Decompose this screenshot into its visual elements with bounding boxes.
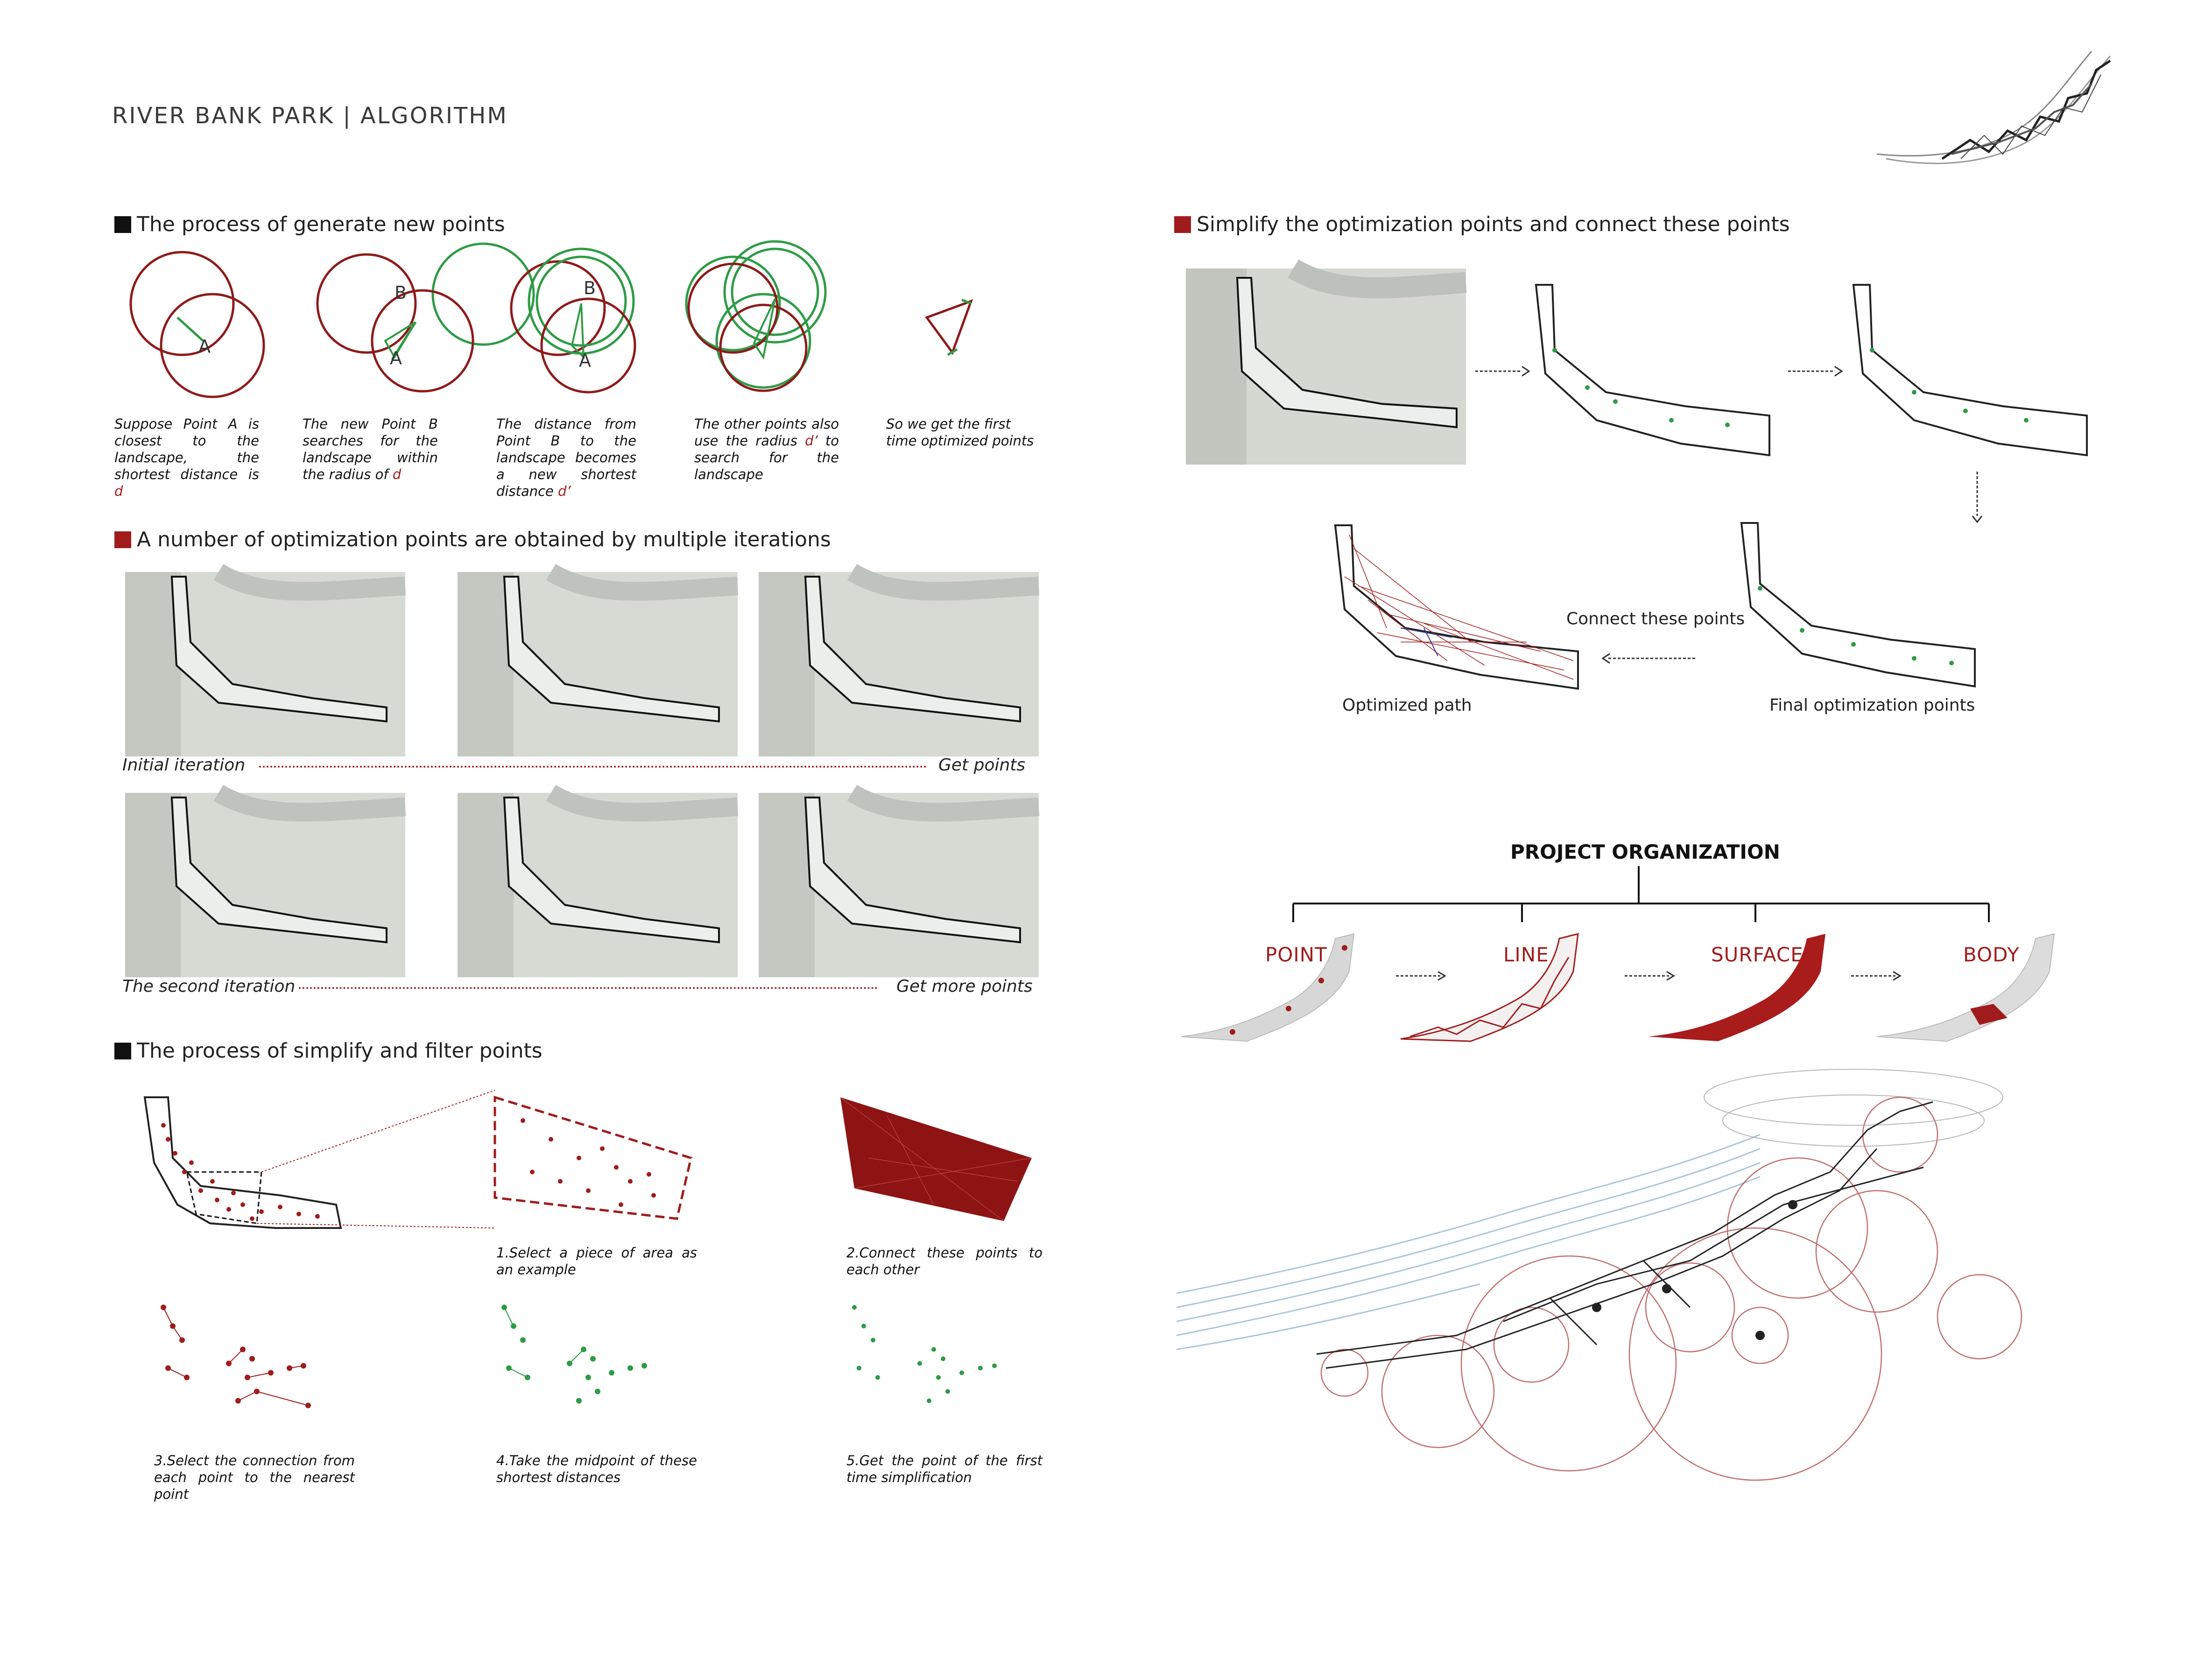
axonometric-site-rendering (1176, 1069, 2022, 1481)
simplify-step-4-caption: 4.Take the midpoint of these shortest di… (496, 1453, 697, 1485)
iteration-row2-right-label: Get more points (896, 977, 1033, 996)
iteration-map-3 (759, 564, 1040, 756)
optimized-path-label: Optimized path (1342, 696, 1472, 715)
org-item-body: BODY (1963, 943, 2020, 966)
iteration-map-2 (458, 564, 739, 756)
arrow-right-1 (1475, 366, 1530, 377)
iteration-row2-dotted-line (299, 987, 878, 989)
site-thumbnail (1876, 51, 2111, 164)
iteration-map-6 (759, 784, 1040, 977)
org-arrow-1 (1396, 971, 1446, 981)
org-arrow-3 (1851, 971, 1902, 981)
svg-text:A: A (579, 350, 591, 371)
generate-step-5-caption: So we get the first time optimized point… (886, 416, 1034, 449)
generate-step-1-caption: Suppose Point A is closest to the landsc… (114, 416, 259, 499)
section-simplify-filter-heading: The process of simplify and filter point… (114, 1039, 542, 1063)
generate-points-diagrams: A A B A B (129, 240, 973, 398)
svg-text:B: B (584, 278, 596, 298)
section-iterations-heading: A number of optimization points are obta… (114, 528, 831, 551)
iteration-row2-left-label: The second iteration (122, 977, 296, 996)
org-item-point: POINT (1265, 943, 1327, 966)
final-points-diagram (1740, 522, 1976, 688)
generate-step-3-caption: The distance from Point B to the landsca… (496, 416, 636, 499)
optimized-path-diagram (1334, 524, 1579, 690)
arrow-right-2 (1788, 366, 1843, 377)
svg-text:A: A (390, 348, 402, 368)
black-square-icon (114, 216, 131, 233)
simplify-step-2-caption: 2.Connect these points to each other (846, 1245, 1043, 1278)
final-points-label: Final optimization points (1769, 696, 1975, 715)
point-a-label: A (198, 336, 211, 357)
simplify-step-3-caption: 3.Select the connection from each point … (154, 1453, 355, 1502)
black-square-icon (114, 1042, 131, 1059)
section-generate-points-heading: The process of generate new points (114, 212, 505, 236)
simplify-diagrams-row1 (143, 1090, 1032, 1229)
iteration-map-5 (458, 784, 739, 977)
organization-tree-lines (1292, 866, 1990, 922)
org-item-surface: SURFACE (1711, 943, 1803, 966)
iteration-map-1 (125, 564, 406, 756)
section-connect-points-heading: Simplify the optimization points and con… (1174, 212, 1790, 236)
red-square-icon (1174, 216, 1191, 233)
red-square-icon (114, 531, 131, 548)
iteration-row1-dotted-line (259, 766, 927, 768)
svg-text:B: B (395, 282, 407, 303)
iteration-map-4 (125, 784, 406, 977)
connect-map-photo (1186, 259, 1467, 465)
connect-points-label: Connect these points (1566, 609, 1745, 628)
arrow-left (1601, 653, 1697, 664)
org-arrow-2 (1625, 971, 1675, 981)
simplify-step-5-caption: 5.Get the point of the first time simpli… (846, 1453, 1043, 1485)
simplify-step-1-caption: 1.Select a piece of area as an example (496, 1245, 697, 1278)
connect-outline-2 (1852, 284, 2088, 457)
org-item-line: LINE (1503, 943, 1549, 966)
organization-shapes (1181, 933, 2055, 1042)
connect-outline-1 (1535, 284, 1770, 457)
generate-step-2-caption: The new Point B searches for the landsca… (303, 416, 438, 482)
project-organization-title: PROJECT ORGANIZATION (1510, 840, 1780, 863)
page-title: RIVER BANK PARK | ALGORITHM (112, 103, 508, 129)
generate-step-4-caption: The other points also use the radius d’ … (694, 416, 839, 482)
simplify-diagrams-row2 (161, 1305, 997, 1408)
arrow-down (1972, 472, 1983, 523)
iteration-row1-right-label: Get points (938, 755, 1026, 775)
iteration-row1-left-label: Initial iteration (122, 755, 246, 775)
